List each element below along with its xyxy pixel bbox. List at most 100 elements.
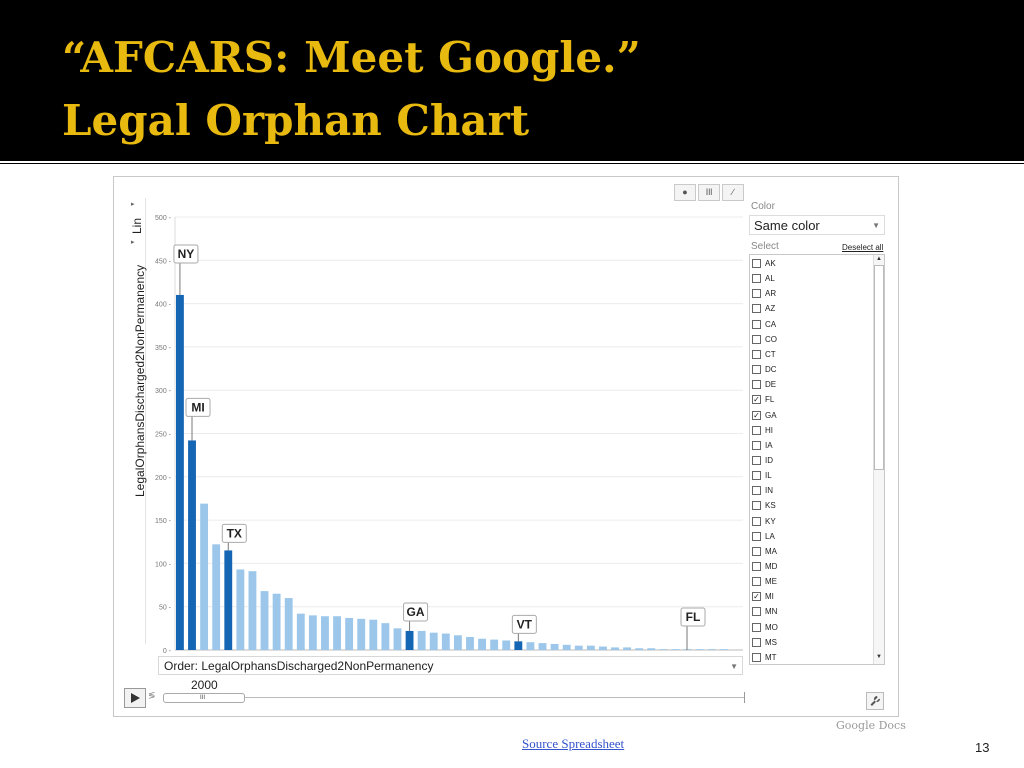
state-option-de[interactable]: DE <box>752 378 870 393</box>
checkbox-checked-icon[interactable]: ✓ <box>752 395 761 405</box>
checkbox-icon[interactable] <box>752 622 761 632</box>
checkbox-icon[interactable] <box>752 365 761 375</box>
checkbox-icon[interactable] <box>752 274 761 284</box>
scroll-up-icon[interactable]: ▲ <box>876 256 882 262</box>
checkbox-icon[interactable] <box>752 440 761 450</box>
state-option-hi[interactable]: HI <box>752 424 870 439</box>
state-option-ca[interactable]: CA <box>752 318 870 333</box>
bar[interactable] <box>599 646 607 650</box>
checkbox-icon[interactable] <box>752 334 761 344</box>
bar[interactable] <box>284 598 293 650</box>
state-option-ks[interactable]: KS <box>752 499 870 514</box>
timeline-slider-handle[interactable]: III <box>163 693 245 703</box>
scroll-thumb[interactable] <box>874 265 884 470</box>
checkbox-icon[interactable] <box>752 304 761 314</box>
state-option-mt[interactable]: MT <box>752 651 870 664</box>
bar[interactable] <box>707 649 716 650</box>
bar[interactable] <box>538 643 547 650</box>
bar[interactable] <box>659 649 668 650</box>
y-scale-arrow-icon[interactable]: ▸ <box>131 201 135 208</box>
checkbox-checked-icon[interactable]: ✓ <box>752 592 761 602</box>
source-spreadsheet-link[interactable]: Source Spreadsheet <box>522 736 625 751</box>
checkbox-icon[interactable] <box>752 501 761 511</box>
bar-selected[interactable] <box>176 294 184 650</box>
bar[interactable] <box>236 569 245 650</box>
state-option-mn[interactable]: MN <box>752 605 870 620</box>
checkbox-icon[interactable] <box>752 577 761 587</box>
bar[interactable] <box>345 617 354 650</box>
wrench-icon[interactable] <box>866 692 884 710</box>
bar[interactable] <box>466 637 474 650</box>
checkbox-icon[interactable] <box>752 531 761 541</box>
deselect-all-link[interactable]: Deselect all <box>842 243 884 252</box>
state-option-dc[interactable]: DC <box>752 363 870 378</box>
bar[interactable] <box>611 647 619 650</box>
bar[interactable] <box>550 643 559 650</box>
bar[interactable] <box>562 644 571 650</box>
state-option-fl[interactable]: ✓ FL <box>752 393 870 408</box>
checkbox-icon[interactable] <box>752 486 761 496</box>
bar[interactable] <box>695 649 704 650</box>
checkbox-icon[interactable] <box>752 289 761 299</box>
bar[interactable] <box>212 544 221 650</box>
checkbox-icon[interactable] <box>752 349 761 359</box>
state-option-la[interactable]: LA <box>752 530 870 545</box>
checkbox-icon[interactable] <box>752 455 761 465</box>
bar[interactable] <box>502 640 511 650</box>
checkbox-icon[interactable] <box>752 319 761 329</box>
checkbox-icon[interactable] <box>752 652 761 662</box>
bar[interactable] <box>381 623 390 650</box>
bar[interactable] <box>417 630 426 650</box>
bar[interactable] <box>574 645 583 650</box>
state-option-ky[interactable]: KY <box>752 515 870 530</box>
bar[interactable] <box>308 615 317 650</box>
bar[interactable] <box>586 645 595 650</box>
bar[interactable] <box>441 633 450 650</box>
state-option-mo[interactable]: MO <box>752 621 870 636</box>
x-order-select[interactable]: Order: LegalOrphansDischarged2NonPermane… <box>158 656 743 675</box>
bar[interactable] <box>248 571 257 650</box>
bar[interactable] <box>683 649 692 650</box>
color-select[interactable]: Same color ▼ <box>749 215 885 235</box>
checkbox-checked-icon[interactable]: ✓ <box>752 410 761 420</box>
state-option-il[interactable]: IL <box>752 469 870 484</box>
bar[interactable] <box>200 503 209 650</box>
bar-selected[interactable] <box>224 550 233 650</box>
bar[interactable] <box>393 628 402 650</box>
line-chart-tab-icon[interactable]: ∕ <box>722 184 744 201</box>
bar[interactable] <box>357 618 366 650</box>
bar[interactable] <box>429 632 438 650</box>
checkbox-icon[interactable] <box>752 471 761 481</box>
bar[interactable] <box>671 649 680 650</box>
state-option-ga[interactable]: ✓ GA <box>752 409 870 424</box>
play-button[interactable] <box>124 688 146 708</box>
checkbox-icon[interactable] <box>752 562 761 571</box>
speed-slider-icon[interactable]: ≶ <box>148 690 156 700</box>
state-option-in[interactable]: IN <box>752 484 870 499</box>
bar[interactable] <box>623 647 632 650</box>
bar[interactable] <box>321 616 329 650</box>
bar[interactable] <box>526 642 535 650</box>
bar-selected[interactable] <box>405 630 414 650</box>
bar-selected[interactable] <box>188 440 196 650</box>
state-option-mi[interactable]: ✓ MI <box>752 590 870 605</box>
state-list-scrollbar[interactable]: ▲ ▼ <box>873 255 884 664</box>
bar[interactable] <box>272 593 281 650</box>
bar[interactable] <box>296 613 305 650</box>
bar[interactable] <box>635 648 644 650</box>
checkbox-icon[interactable] <box>752 637 761 647</box>
state-option-md[interactable]: MD <box>752 560 870 575</box>
state-option-ar[interactable]: AR <box>752 287 870 302</box>
state-option-ia[interactable]: IA <box>752 439 870 454</box>
checkbox-icon[interactable] <box>752 607 761 617</box>
bar[interactable] <box>333 616 341 650</box>
state-option-ct[interactable]: CT <box>752 348 870 363</box>
bar-selected[interactable] <box>514 641 523 650</box>
bar[interactable] <box>453 635 462 650</box>
state-option-ma[interactable]: MA <box>752 545 870 560</box>
state-option-ms[interactable]: MS <box>752 636 870 651</box>
bar[interactable] <box>369 619 378 650</box>
bar[interactable] <box>490 639 499 650</box>
state-option-ak[interactable]: AK <box>752 257 870 272</box>
bar[interactable] <box>719 649 728 650</box>
